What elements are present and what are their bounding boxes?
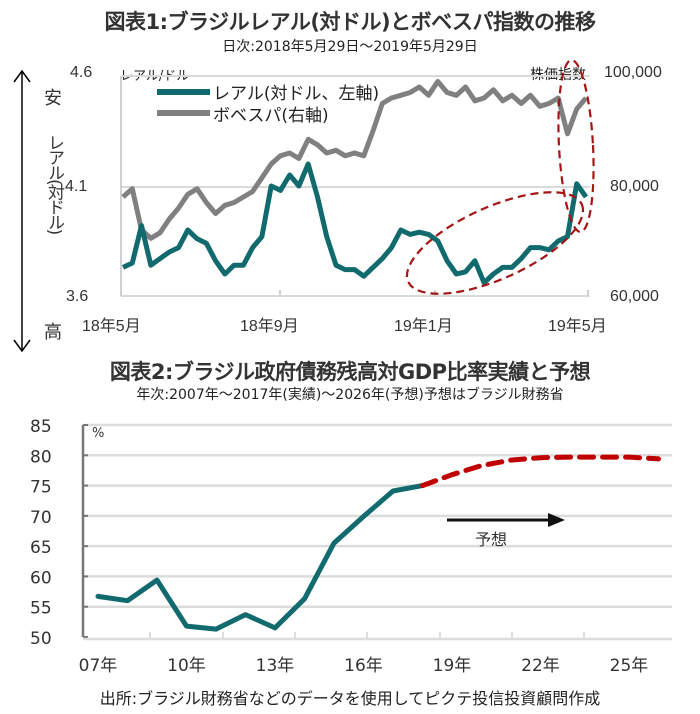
y-tick-label: 85: [30, 417, 52, 437]
y-tick-label: 70: [30, 508, 52, 528]
chart1-plot: レアル(対ドル、左軸) ボベスパ(右軸): [120, 59, 595, 297]
chart1-title: 図表1:ブラジルレアル(対ドル)とボベスパ指数の推移: [104, 10, 597, 34]
chart2-plot: 85 80 75 70 65 60 55 50 07年 10年 13年 16年 19年 22年 25年 %…: [30, 417, 672, 676]
chart2-title: 図表2:ブラジル政府債務残高対GDP比率実績と予想: [109, 360, 591, 384]
arrow-head-icon: [548, 513, 565, 527]
source-note: 出所:ブラジル財務省などのデータを使用してピクテ投信投資顧問作成: [99, 689, 601, 708]
x-tick: 18年5月: [82, 318, 141, 335]
left-tick: 4.1: [65, 178, 88, 195]
series-line-forecast: [420, 454, 661, 489]
series-line-real: [121, 161, 589, 286]
y-tick-label: 50: [30, 629, 52, 649]
highlight-ellipse: [557, 59, 595, 233]
x-tick: 18年9月: [240, 318, 299, 335]
series-line-bovespa: [121, 79, 588, 241]
left-axis-bottom-label: 高: [44, 322, 62, 343]
x-tick: 19年5月: [548, 318, 607, 335]
legend-label-bovespa: ボベスパ(右軸): [213, 106, 329, 126]
x-tick-label: 13年: [256, 656, 295, 676]
chart1-subtitle: 日次:2018年5月29日〜2019年5月29日: [222, 39, 478, 55]
left-tick: 3.6: [66, 288, 89, 305]
x-tick: 19年1月: [394, 318, 453, 335]
x-tick-label: 25年: [610, 656, 649, 676]
highlight-ellipse: [405, 191, 585, 295]
right-tick: 80,000: [610, 178, 659, 195]
x-tick-label: 07年: [79, 656, 118, 676]
y-tick-label: 55: [30, 599, 52, 619]
left-tick: 4.6: [70, 64, 93, 81]
y-tick-label: 65: [30, 538, 52, 558]
chart2-subtitle: 年次:2007年〜2017年(実績)〜2026年(予想)予想はブラジル財務省: [136, 387, 564, 403]
y-unit-label: %: [92, 426, 104, 441]
forecast-annotation: 予想: [475, 530, 507, 549]
right-tick: 100,000: [604, 64, 662, 81]
right-tick: 60,000: [610, 288, 659, 305]
x-tick-label: 16年: [344, 656, 383, 676]
x-tick-label: 22年: [521, 656, 560, 676]
double-arrow-icon: [13, 69, 31, 353]
x-tick-label: 10年: [167, 656, 206, 676]
left-axis-vertical-label: レアル(対ドル): [44, 134, 64, 234]
left-axis-top-label: 安: [44, 88, 62, 109]
y-tick-label: 60: [30, 568, 52, 588]
series-line-actual: [95, 483, 425, 632]
legend-label-real: レアル(対ドル、左軸): [213, 84, 379, 104]
y-tick-label: 75: [30, 478, 52, 498]
x-tick-label: 19年: [433, 656, 472, 676]
y-tick-label: 80: [30, 447, 52, 467]
